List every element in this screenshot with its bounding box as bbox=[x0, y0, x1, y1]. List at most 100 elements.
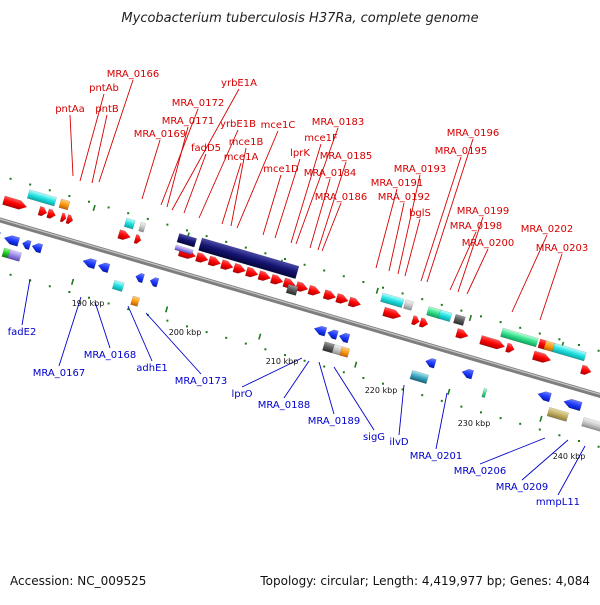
gene-label-ilvd: ilvD bbox=[389, 384, 409, 448]
forward-cds-6 bbox=[117, 229, 131, 240]
lower-dot-31 bbox=[578, 440, 580, 443]
gene-name-mra-0171: MRA_0171 bbox=[162, 116, 214, 127]
feature-band-adhE1 bbox=[111, 279, 125, 292]
leader-line-mra-0185 bbox=[317, 161, 347, 251]
gene-label-mra-0191: MRA_0191 bbox=[371, 178, 423, 269]
gene-label-mra-0169: MRA_0169 bbox=[134, 129, 186, 200]
leader-line-pntaa bbox=[69, 114, 74, 177]
leader-line-bgls bbox=[404, 218, 421, 277]
upper-dot-18 bbox=[323, 269, 326, 272]
upper-dot-26 bbox=[480, 315, 482, 318]
gene-name-mra-0191: MRA_0191 bbox=[371, 178, 423, 189]
gene-label-adhe1: adhE1 bbox=[127, 305, 168, 374]
leader-line-mra-0186 bbox=[321, 202, 342, 252]
upper-dot-9 bbox=[146, 217, 149, 220]
forward-cds-19 bbox=[322, 289, 337, 301]
gene-name-mra-0192: MRA_0192 bbox=[378, 192, 430, 203]
upper-dot-28 bbox=[519, 326, 522, 329]
gene-label-mra-0171: MRA_0171 bbox=[162, 116, 214, 208]
leader-line-mra-0191 bbox=[375, 188, 398, 269]
gene-name-mra-0199: MRA_0199 bbox=[457, 206, 509, 217]
gene-name-mce1b: mce1B bbox=[229, 137, 264, 148]
reverse-cds-3 bbox=[22, 239, 32, 251]
feature-band-pntB bbox=[58, 198, 71, 211]
tick-220kbp-label: 220 kbp bbox=[365, 386, 398, 395]
gene-label-mra-0186: MRA_0186 bbox=[315, 192, 367, 252]
lower-dot-6 bbox=[88, 296, 90, 299]
genome-backbone bbox=[0, 206, 600, 414]
gene-label-mra-0184: MRA_0184 bbox=[304, 168, 356, 249]
leader-line-mce1a bbox=[221, 162, 242, 225]
upper-dot-17 bbox=[303, 263, 306, 266]
upper-dot-30 bbox=[558, 338, 561, 341]
forward-cds-13 bbox=[245, 266, 259, 278]
leader-line-mra-0198 bbox=[449, 231, 477, 291]
gene-name-mra-0203: MRA_0203 bbox=[536, 243, 588, 254]
gene-label-mra-0188: MRA_0188 bbox=[258, 360, 310, 411]
upper-dot-16 bbox=[284, 258, 286, 261]
gene-label-mra-0172: MRA_0172 bbox=[160, 98, 224, 206]
feature-band-mra-0191 bbox=[380, 292, 405, 308]
lower-dot-30 bbox=[558, 434, 561, 437]
feature-band-fadD5 bbox=[176, 233, 197, 248]
gene-name-mra-0184: MRA_0184 bbox=[304, 168, 356, 179]
forward-cds-29 bbox=[579, 364, 592, 375]
gene-label-mra-0206: MRA_0206 bbox=[454, 437, 546, 477]
tick-mark-5 bbox=[375, 287, 379, 294]
leader-line-mra-0172 bbox=[160, 108, 199, 206]
feature-band-ilvD bbox=[409, 370, 429, 384]
gene-label-mra-0198: MRA_0198 bbox=[449, 221, 502, 291]
gene-name-mra-0189: MRA_0189 bbox=[308, 416, 360, 427]
gene-name-mce1d: mce1D bbox=[263, 164, 299, 175]
forward-cds-22 bbox=[382, 306, 402, 320]
tick-mark-lower-3 bbox=[165, 306, 169, 313]
forward-cds-10 bbox=[207, 255, 221, 267]
genome-backbone-highlight bbox=[0, 207, 600, 411]
gene-label-mra-0195: MRA_0195 bbox=[420, 146, 487, 282]
lower-dot-25 bbox=[460, 405, 463, 408]
feature-band-mmpL11 bbox=[581, 417, 600, 433]
gene-name-mce1a: mce1A bbox=[224, 152, 259, 163]
gene-label-lpro: lprO bbox=[231, 357, 303, 400]
upper-dot-32 bbox=[597, 349, 600, 352]
gene-name-mra-0195: MRA_0195 bbox=[435, 146, 487, 157]
feature-band-mra-0173 bbox=[130, 295, 141, 307]
gene-label-mce1f: mce1F bbox=[290, 133, 338, 244]
tick-mark-6 bbox=[468, 314, 473, 322]
feature-band-mce1 bbox=[198, 237, 300, 280]
leader-line-mra-0189 bbox=[318, 361, 335, 415]
forward-cds-2 bbox=[37, 206, 48, 217]
leader-line-yrbe1a bbox=[171, 88, 240, 211]
feature-band-bglS bbox=[403, 299, 414, 311]
gene-label-mce1c: mce1C bbox=[236, 120, 295, 229]
leader-line-mmpl11 bbox=[557, 445, 586, 496]
gene-name-mmpl11: mmpL11 bbox=[536, 497, 580, 508]
gene-label-yrbe1a: yrbE1A bbox=[171, 78, 257, 211]
reverse-cds-15 bbox=[563, 398, 583, 412]
gene-name-mra-0200: MRA_0200 bbox=[462, 238, 514, 249]
lower-dot-3 bbox=[29, 279, 32, 282]
gene-name-mra-0188: MRA_0188 bbox=[258, 400, 310, 411]
gene-name-mra-0169: MRA_0169 bbox=[134, 129, 186, 140]
lower-dot-5 bbox=[68, 291, 71, 294]
map-title: Mycobacterium tuberculosis H37Ra, comple… bbox=[121, 11, 478, 26]
gene-name-mra-0202: MRA_0202 bbox=[521, 224, 573, 235]
gene-label-mra-0202: MRA_0202 bbox=[511, 224, 573, 313]
gene-name-mra-0185: MRA_0185 bbox=[320, 151, 372, 162]
reverse-cds-9 bbox=[313, 325, 328, 337]
lower-dot-20 bbox=[362, 376, 365, 379]
forward-cds-1 bbox=[2, 195, 28, 210]
forward-cds-15 bbox=[269, 273, 284, 285]
gene-name-lprk: lprK bbox=[290, 148, 310, 159]
gene-label-mce1a: mce1A bbox=[221, 152, 259, 225]
gene-name-mra-0209: MRA_0209 bbox=[496, 482, 548, 493]
lower-dot-10 bbox=[166, 319, 169, 322]
forward-cds-20 bbox=[335, 293, 349, 304]
leader-line-mra-0195 bbox=[420, 156, 462, 282]
forward-cds-18 bbox=[307, 284, 321, 296]
lower-dot-24 bbox=[440, 399, 443, 402]
gene-label-pntaa: pntAa bbox=[55, 104, 85, 177]
forward-cds-24 bbox=[418, 317, 429, 328]
gene-label-mce1d: mce1D bbox=[262, 164, 299, 236]
tick-240kbp-label: 240 kbp bbox=[553, 452, 586, 461]
